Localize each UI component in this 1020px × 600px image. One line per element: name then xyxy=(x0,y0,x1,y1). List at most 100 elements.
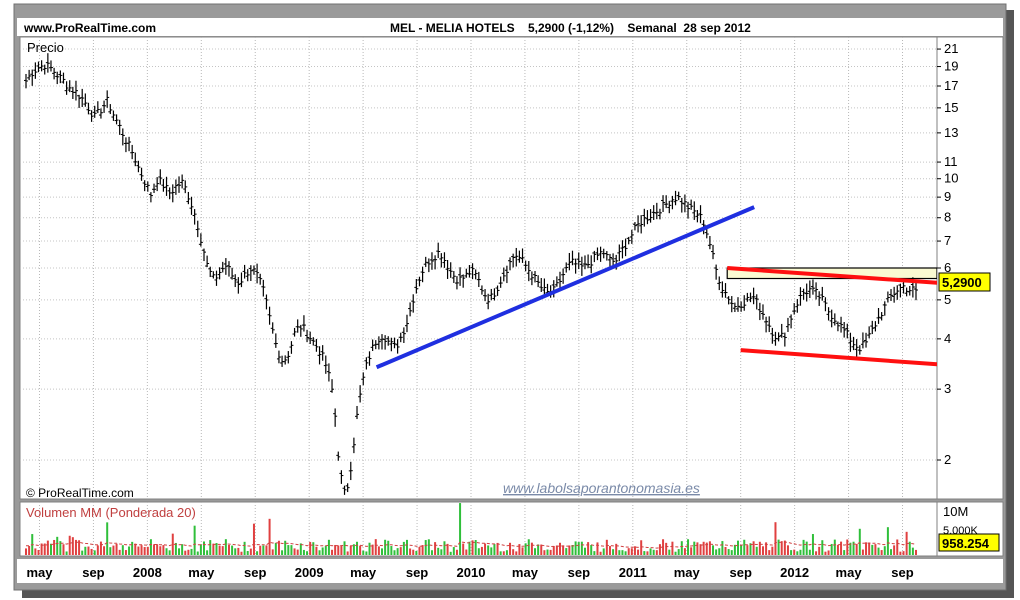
volume-bar xyxy=(268,518,271,555)
volume-bar xyxy=(683,548,686,555)
volume-bar xyxy=(690,547,693,555)
volume-bar xyxy=(271,549,274,555)
volume-bar xyxy=(352,544,355,555)
volume-bar xyxy=(171,533,174,555)
volume-bar xyxy=(802,539,805,555)
volume-bar xyxy=(90,548,93,555)
y-tick-label: 3 xyxy=(944,381,951,396)
volume-bar xyxy=(256,551,259,555)
volume-bar xyxy=(206,550,209,555)
volume-bar xyxy=(121,545,124,555)
volume-bar xyxy=(487,545,490,555)
channel-bottom-line xyxy=(740,348,937,367)
volume-bar xyxy=(874,544,877,555)
volume-bar xyxy=(687,539,690,555)
volume-bar xyxy=(590,545,593,555)
volume-bar xyxy=(203,541,205,555)
volume-bar xyxy=(359,545,362,555)
y-tick-label: 4 xyxy=(944,331,951,346)
volume-bar xyxy=(890,549,893,555)
volume-bar xyxy=(159,546,162,555)
volume-bar xyxy=(418,546,421,555)
volume-bar xyxy=(630,548,633,555)
volume-bar xyxy=(702,541,705,555)
x-tick-label: 2008 xyxy=(133,565,162,580)
price-axis-area xyxy=(936,36,1004,500)
volume-bar xyxy=(234,548,237,555)
volume-bar xyxy=(262,545,265,555)
volume-bar xyxy=(334,544,337,555)
volume-bar xyxy=(405,539,408,555)
volume-bar xyxy=(302,549,305,555)
volume-bar xyxy=(443,541,446,555)
volume-bar xyxy=(337,545,340,555)
volume-bar xyxy=(212,543,215,555)
volume-bar xyxy=(493,544,496,555)
volume-bar xyxy=(218,545,221,555)
volume-bar xyxy=(277,540,280,555)
volume-bar xyxy=(499,551,502,555)
volume-bar xyxy=(505,550,508,555)
volume-bar xyxy=(624,551,627,555)
volume-bar xyxy=(580,541,583,555)
volume-bar xyxy=(652,549,655,555)
volume-bar xyxy=(562,545,565,555)
volume-bar xyxy=(199,544,202,555)
volume-bar xyxy=(824,551,827,555)
volume-bar xyxy=(530,542,533,555)
volume-bar xyxy=(846,539,849,555)
volume-bar xyxy=(727,549,730,555)
volume-bar xyxy=(187,549,190,555)
volume-bar xyxy=(865,542,868,555)
volume-bar xyxy=(409,548,412,555)
volume-bar xyxy=(193,525,196,555)
volume-bar xyxy=(377,546,380,555)
y-tick-label: 2 xyxy=(944,452,951,467)
volume-bar xyxy=(240,551,243,555)
copyright-note: © ProRealTime.com xyxy=(26,486,134,500)
volume-bar xyxy=(99,541,102,555)
volume-bar xyxy=(124,550,127,555)
volume-bar xyxy=(596,542,599,555)
volume-bar xyxy=(733,544,736,555)
volume-bar xyxy=(537,544,540,555)
volume-bar xyxy=(437,547,440,555)
volume-moving-average xyxy=(26,541,917,549)
volume-bar xyxy=(146,546,149,555)
volume-bar xyxy=(559,542,561,555)
volume-bar xyxy=(455,549,458,555)
volume-bar xyxy=(811,534,814,555)
volume-bar xyxy=(768,550,771,555)
volume-bar xyxy=(365,551,368,555)
volume-bar xyxy=(565,548,568,555)
last-volume-badge: 958.254 xyxy=(942,536,990,551)
volume-bar xyxy=(137,546,140,555)
volume-bar xyxy=(633,546,636,555)
volume-bar xyxy=(502,551,505,555)
volume-gridlines xyxy=(38,502,904,556)
volume-bar xyxy=(74,539,77,555)
volume-bar xyxy=(327,539,330,555)
y-tick-label: 8 xyxy=(944,210,951,225)
volume-bar xyxy=(109,547,112,555)
volume-bar xyxy=(671,541,674,555)
volume-bar xyxy=(637,549,640,555)
volume-bar xyxy=(106,522,109,555)
volume-bar xyxy=(761,546,764,555)
site-url[interactable]: www.ProRealTime.com xyxy=(23,21,156,35)
volume-bar xyxy=(577,542,580,555)
volume-bar xyxy=(215,543,218,555)
volume-bar xyxy=(808,549,811,555)
price-axis-ticks: 2 3 4 5 6 7 8 9 10 11 13 15 17 19 21 xyxy=(937,41,958,467)
volume-bar xyxy=(468,541,471,555)
volume-bar xyxy=(462,543,465,555)
volume-bar xyxy=(833,539,836,555)
volume-bar xyxy=(643,551,646,555)
volume-bar xyxy=(430,550,433,555)
volume-bar xyxy=(181,544,184,555)
volume-bar xyxy=(755,546,758,555)
volume-bar xyxy=(793,549,796,555)
volume-bar xyxy=(880,550,883,555)
volume-bar xyxy=(749,543,752,555)
volume-bar xyxy=(843,550,846,555)
